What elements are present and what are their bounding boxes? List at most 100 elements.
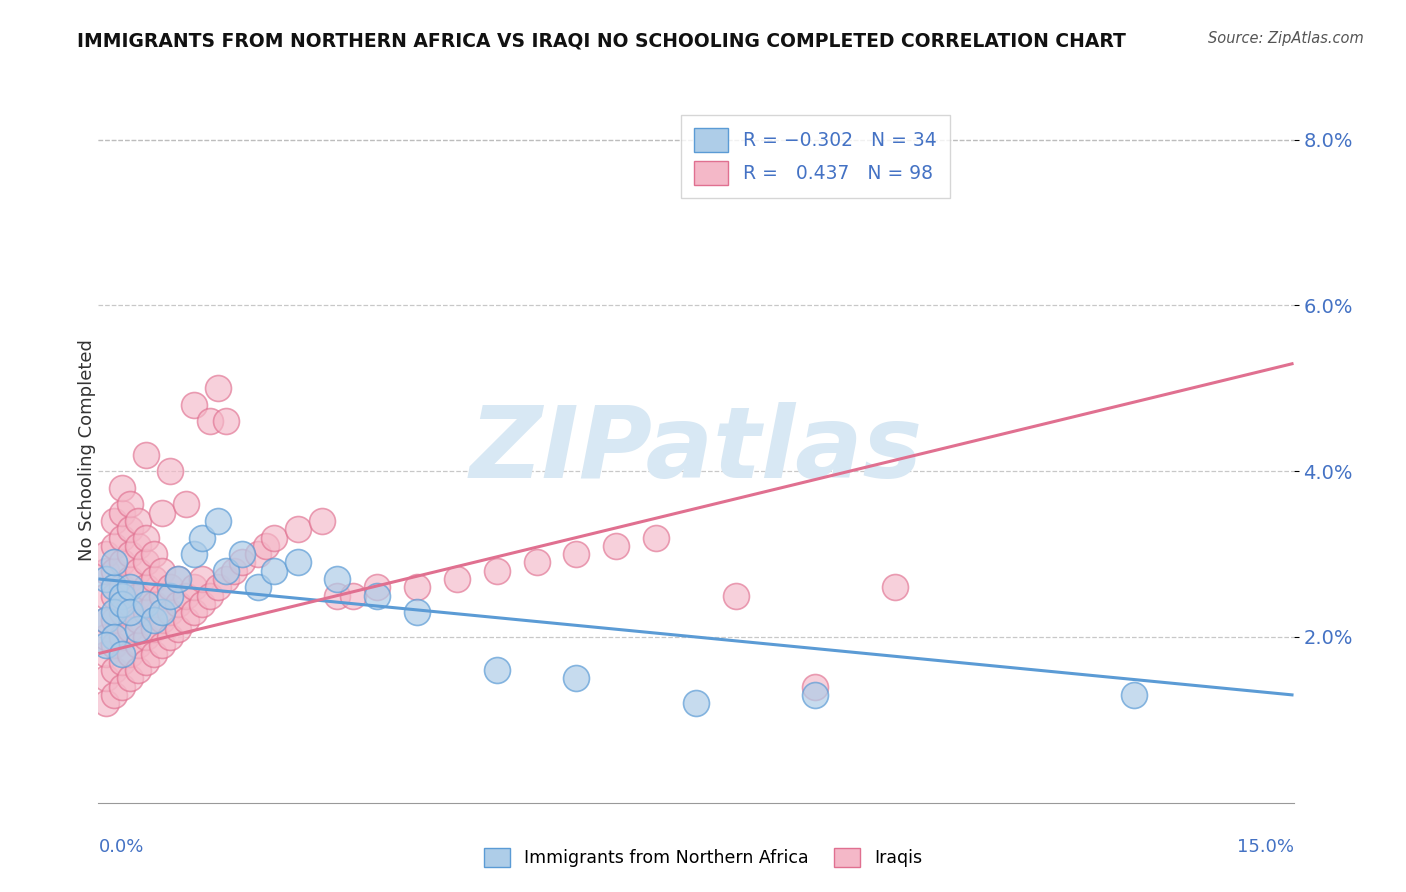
Point [111,605,134,619]
Point [111,589,134,603]
Point [143,572,166,586]
Point [167,622,190,636]
Point [135,605,157,619]
Point [207,381,229,395]
Point [406,580,429,594]
Point [96,630,118,644]
Point [159,464,181,478]
Point [103,638,125,652]
Point [96,696,118,710]
Point [96,614,118,628]
Point [96,672,118,686]
Point [103,614,125,628]
Point [191,597,214,611]
Point [326,572,349,586]
Point [127,638,149,652]
Point [127,622,149,636]
Point [111,481,134,495]
Point [96,638,118,652]
Point [103,539,125,553]
Point [127,514,149,528]
Point [127,614,149,628]
Point [96,589,118,603]
Point [1123,688,1146,702]
Point [159,605,181,619]
Point [111,630,134,644]
Point [96,564,118,578]
Point [167,572,190,586]
Point [263,531,285,545]
Point [96,647,118,661]
Point [485,564,508,578]
Text: 15.0%: 15.0% [1236,838,1294,855]
Point [120,597,142,611]
Point [246,580,269,594]
Point [287,522,309,536]
Point [143,647,166,661]
Point [150,564,173,578]
Point [120,547,142,561]
Point [120,497,142,511]
Point [159,589,181,603]
Point [143,547,166,561]
Point [183,605,205,619]
Point [135,555,157,569]
Point [143,622,166,636]
Point [231,555,253,569]
Point [215,414,238,428]
Point [207,580,229,594]
Point [127,589,149,603]
Point [804,680,827,694]
Point [167,597,190,611]
Point [215,572,238,586]
Point [366,589,388,603]
Point [215,564,238,578]
Point [111,506,134,520]
Point [111,655,134,669]
Point [103,605,125,619]
Point [174,497,197,511]
Point [103,514,125,528]
Text: 0.0%: 0.0% [98,838,143,855]
Point [150,605,173,619]
Point [159,630,181,644]
Point [103,564,125,578]
Point [222,564,245,578]
Point [111,555,134,569]
Point [135,448,157,462]
Point [287,555,309,569]
Point [174,614,197,628]
Point [103,589,125,603]
Point [342,589,364,603]
Point [120,580,142,594]
Point [120,647,142,661]
Point [111,531,134,545]
Point [127,663,149,677]
Point [645,531,668,545]
Point [207,514,229,528]
Point [150,638,173,652]
Point [406,605,429,619]
Point [103,688,125,702]
Point [804,688,827,702]
Point [526,555,548,569]
Point [685,696,707,710]
Point [150,506,173,520]
Point [159,580,181,594]
Point [96,614,118,628]
Point [103,663,125,677]
Point [103,630,125,644]
Y-axis label: No Schooling Completed: No Schooling Completed [79,340,96,561]
Point [311,514,333,528]
Point [263,564,285,578]
Point [120,605,142,619]
Point [246,547,269,561]
Point [120,522,142,536]
Point [103,555,125,569]
Point [366,580,388,594]
Point [231,547,253,561]
Point [485,663,508,677]
Text: ZIPatlas: ZIPatlas [470,402,922,499]
Point [135,655,157,669]
Point [96,572,118,586]
